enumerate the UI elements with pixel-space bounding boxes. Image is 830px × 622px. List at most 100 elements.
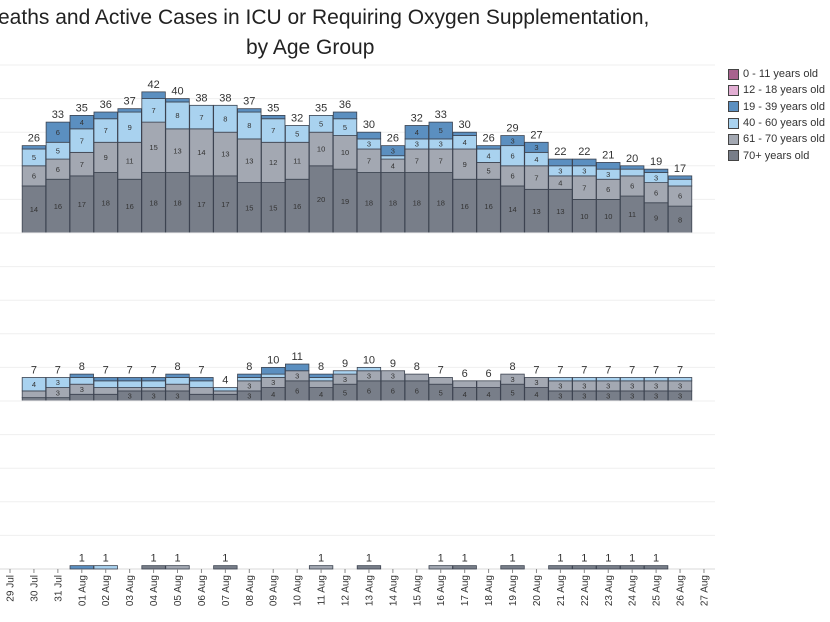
legend-label: 19 - 39 years old [743,100,825,113]
bar-segment [189,380,214,388]
total-label: 26 [482,133,494,145]
segment-label: 4 [32,380,36,389]
segment-label: 3 [367,372,371,381]
bar-segment [643,565,669,570]
bar-segment [620,165,645,170]
legend: 0 - 11 years old 12 - 18 years old 19 - 39… [728,66,830,164]
x-tick-label: 09 Aug [269,575,280,606]
segment-label: 3 [678,392,682,401]
segment-label: 6 [654,188,658,197]
bar-segment [117,387,142,392]
segment-label: 3 [247,392,251,401]
segment-label: 5 [343,388,347,397]
x-tick-label: 21 Aug [556,575,567,606]
segment-label: 4 [80,118,84,127]
bar-segment [285,125,310,143]
legend-item: 70+ years old [728,147,830,163]
total-label: 1 [557,553,563,565]
segment-label: 3 [56,378,60,387]
segment-label: 4 [558,178,562,187]
total-label: 30 [459,119,471,131]
bar-segment [667,175,693,180]
bar-segment [332,111,358,120]
bar-segment [69,393,94,402]
segment-label: 3 [606,392,610,401]
segment-label: 5 [510,388,514,397]
legend-swatch [728,84,739,96]
total-label: 1 [653,553,659,565]
total-label: 10 [267,354,279,366]
bar-segment [165,98,190,103]
bar-segment [500,565,525,570]
total-label: 1 [581,553,587,565]
total-label: 7 [438,364,444,376]
segment-label: 7 [271,126,275,135]
x-tick-label: 17 Aug [460,575,471,606]
segment-label: 18 [437,198,445,207]
segment-label: 10 [580,212,588,221]
total-label: 7 [55,364,61,376]
segment-label: 3 [630,392,634,401]
total-label: 7 [605,364,611,376]
segment-label: 3 [654,382,658,391]
total-label: 4 [222,375,228,387]
bar-segment [117,108,142,113]
bar-segment [213,387,238,392]
legend-item: 40 - 60 years old [728,115,830,131]
bar-segment [69,115,94,130]
x-tick-label: 03 Aug [125,575,136,606]
bar-segment [69,565,94,570]
segment-label: 14 [197,148,205,157]
total-label: 35 [76,102,88,114]
total-label: 36 [100,99,112,111]
segment-label: 3 [558,167,562,176]
bar-segment [165,377,190,385]
bar-segment [21,145,47,150]
total-label: 7 [653,364,659,376]
x-tick-label: 04 Aug [149,575,160,606]
segment-label: 6 [630,182,634,191]
segment-label: 3 [295,372,299,381]
segment-label: 20 [317,195,325,204]
segment-label: 18 [173,198,181,207]
legend-swatch [728,68,739,80]
total-label: 21 [602,149,614,161]
segment-label: 8 [175,111,179,120]
bar-segment [308,373,334,378]
total-label: 7 [31,364,37,376]
total-label: 11 [291,351,302,363]
bar-segment [620,377,645,382]
total-label: 10 [363,354,375,366]
segment-label: 3 [343,375,347,384]
x-tick-label: 16 Aug [436,575,447,606]
segment-label: 3 [367,140,371,149]
total-label: 9 [390,358,396,370]
total-label: 19 [650,156,662,168]
segment-label: 6 [295,387,299,396]
segment-label: 8 [247,121,251,130]
segment-label: 18 [413,198,421,207]
bar-segment [93,393,118,402]
segment-label: 3 [534,378,538,387]
total-label: 6 [462,368,468,380]
total-label: 27 [530,129,542,141]
total-label: 26 [387,133,399,145]
total-label: 7 [127,364,133,376]
x-tick-label: 23 Aug [604,575,615,606]
legend-swatch [728,133,739,145]
total-label: 8 [174,361,180,373]
bar-segment [404,125,429,140]
segment-label: 9 [104,153,108,162]
bar-segment [213,393,238,402]
bar-segment [21,397,47,402]
segment-label: 3 [558,392,562,401]
bar-segment [452,380,477,388]
total-label: 8 [509,361,515,373]
x-tick-label: 18 Aug [484,575,495,606]
segment-label: 7 [367,156,371,165]
segment-label: 7 [582,183,586,192]
x-tick-label: 07 Aug [221,575,232,606]
total-label: 1 [438,553,444,565]
segment-label: 16 [125,202,133,211]
